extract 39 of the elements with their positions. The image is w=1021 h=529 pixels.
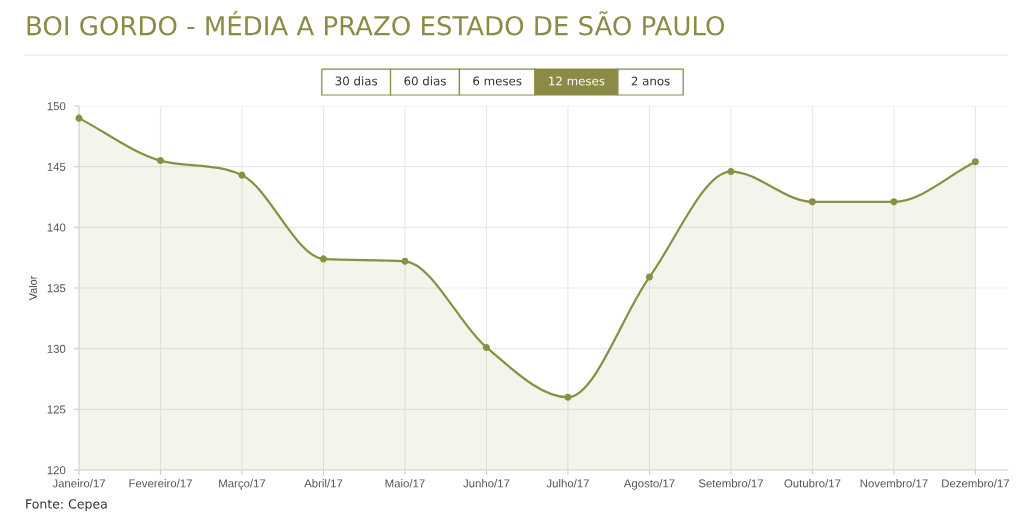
y-tick-label: 140 (47, 223, 66, 232)
text: 12 meses (549, 76, 605, 86)
y-tick-label: 120 (47, 466, 66, 475)
x-tick-label: Dezembro/17 (942, 479, 1010, 488)
y-axis-title: Valor (28, 275, 37, 301)
y-tick-label: 150 (47, 102, 66, 111)
chart-title: BOI GORDO - MÉDIA A PRAZO ESTADO DE SÃO PAULO (27, 11, 725, 36)
text: 2 anos (631, 76, 670, 86)
point (890, 198, 898, 206)
x-tick-label: Novembro/17 (860, 479, 928, 488)
y-tick-label: 145 (47, 162, 66, 171)
point (75, 114, 83, 122)
text: 30 dias (335, 76, 378, 86)
point (156, 157, 165, 165)
x-tick-label: Junho/17 (463, 479, 510, 488)
point (401, 257, 409, 265)
source-note: Fonte: Cepea (26, 499, 107, 512)
text: 60 dias (404, 76, 446, 86)
point (238, 171, 246, 179)
point (319, 255, 328, 263)
x-tick-label: Julho/17 (546, 479, 589, 488)
x-tick-label: Janeiro/17 (52, 479, 106, 488)
x-tick-label: Setembro/17 (698, 479, 763, 488)
point (971, 158, 979, 166)
x-tick-label: Agosto/17 (623, 479, 675, 490)
point (564, 393, 572, 401)
point (645, 273, 653, 281)
x-tick-label: Maio/17 (385, 479, 425, 488)
y-tick-label: 125 (47, 405, 66, 414)
text: 6 meses (473, 76, 522, 86)
point (482, 343, 490, 351)
x-tick-label: Outubro/17 (784, 479, 841, 488)
point (727, 167, 735, 176)
y-tick-label: 130 (47, 344, 66, 353)
y-tick-label: 135 (47, 284, 66, 293)
x-tick-label: Março/17 (219, 479, 266, 490)
x-tick-label: Fevereiro/17 (129, 479, 192, 488)
x-tick-label: Abril/17 (304, 479, 343, 488)
point (808, 198, 816, 206)
